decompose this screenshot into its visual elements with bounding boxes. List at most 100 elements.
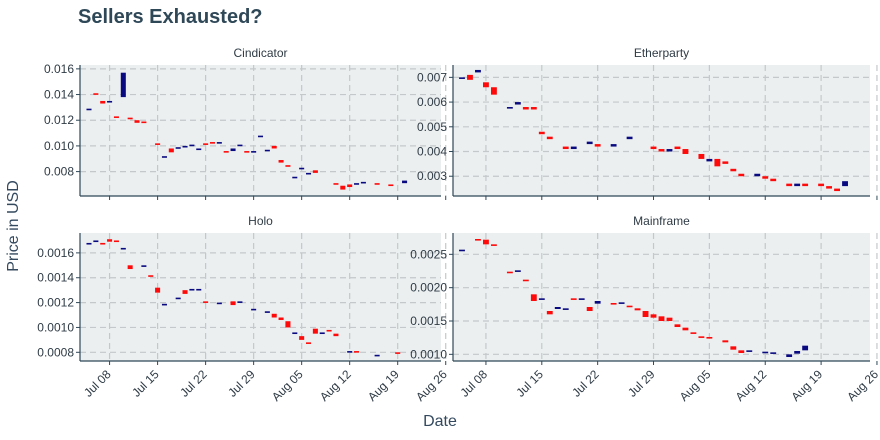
x-tick-label: Jul 15 bbox=[129, 367, 162, 400]
candle-up bbox=[189, 144, 195, 147]
candle-down bbox=[682, 149, 689, 154]
candle-down bbox=[483, 239, 489, 245]
candle-down bbox=[347, 184, 353, 188]
y-tick-label: 0.006 bbox=[417, 95, 447, 109]
candle-down bbox=[285, 165, 291, 167]
candle-up bbox=[554, 307, 561, 309]
candle-down bbox=[271, 313, 277, 318]
candle-down bbox=[730, 168, 737, 172]
y-tick-label: 0.0012 bbox=[37, 296, 74, 310]
candle-up bbox=[475, 69, 481, 73]
candle-down bbox=[141, 121, 147, 124]
candle-down bbox=[271, 145, 277, 149]
candle-down bbox=[690, 332, 697, 334]
candle-down bbox=[278, 317, 284, 320]
candle-up bbox=[794, 351, 801, 354]
y-tick-label: 0.0025 bbox=[410, 247, 447, 261]
candle-up bbox=[618, 302, 625, 304]
candle-up bbox=[770, 352, 777, 354]
candle-up bbox=[570, 146, 577, 150]
facet-label: Cindicator bbox=[233, 46, 287, 60]
candle-up bbox=[292, 332, 298, 335]
candle-down bbox=[203, 301, 209, 303]
candle-down bbox=[148, 275, 154, 277]
candle-up bbox=[305, 172, 312, 175]
candle-up bbox=[794, 183, 801, 187]
x-tick-label: Jul 15 bbox=[513, 367, 546, 400]
candle-down bbox=[586, 307, 593, 311]
panel-mainframe: Mainframe 0.0010 0.0015 0.0020 0.0025 Jul 08 J… bbox=[410, 214, 880, 404]
chart-title: Sellers Exhausted? bbox=[78, 6, 263, 28]
candle-down bbox=[642, 311, 649, 317]
candle-down bbox=[312, 328, 318, 334]
candle-up bbox=[264, 149, 270, 152]
x-tick-label: Aug 19 bbox=[788, 367, 825, 404]
candle-up bbox=[586, 141, 593, 145]
candle-down bbox=[127, 117, 133, 120]
candle-up bbox=[175, 147, 181, 149]
x-tick-label: Aug 26 bbox=[844, 367, 880, 404]
candle-down bbox=[490, 87, 497, 95]
candle-up bbox=[802, 345, 809, 351]
candle-down bbox=[168, 148, 174, 153]
candle-up bbox=[514, 270, 521, 272]
candle-down bbox=[230, 301, 236, 306]
candle-down bbox=[650, 146, 657, 150]
facet-label: Etherparty bbox=[634, 46, 689, 60]
candle-down bbox=[730, 346, 737, 350]
y-tick-label: 0.0014 bbox=[37, 271, 74, 285]
candle-up bbox=[459, 249, 465, 252]
candle-down bbox=[388, 184, 394, 187]
y-tick-label: 0.0015 bbox=[410, 314, 447, 328]
panel-background bbox=[453, 233, 870, 361]
candle-down bbox=[658, 316, 665, 321]
panel-background bbox=[80, 233, 441, 361]
candle-up bbox=[347, 351, 353, 353]
x-tick-label: Jul 22 bbox=[569, 367, 602, 400]
candle-up bbox=[374, 354, 380, 357]
candle-up bbox=[292, 176, 298, 179]
candle-down bbox=[244, 151, 250, 153]
candle-down bbox=[546, 311, 553, 315]
candle-down bbox=[483, 82, 489, 88]
candle-down bbox=[738, 173, 745, 177]
panel-etherparty: Etherparty 0.003 0.004 0.005 0.006 0.007 bbox=[417, 46, 878, 200]
candle-up bbox=[93, 240, 99, 243]
candle-up bbox=[161, 156, 167, 158]
candle-up bbox=[538, 298, 545, 300]
x-tick-label: Jul 22 bbox=[177, 367, 210, 400]
x-tick-label: Aug 12 bbox=[317, 367, 354, 404]
facet-label: Mainframe bbox=[633, 214, 690, 228]
candle-up bbox=[161, 303, 167, 306]
candle-up bbox=[354, 183, 360, 185]
candle-up bbox=[196, 288, 202, 291]
candle-up bbox=[299, 167, 305, 170]
candle-down bbox=[340, 185, 346, 190]
candle-down bbox=[278, 160, 284, 163]
candle-down bbox=[333, 183, 339, 185]
candle-up bbox=[842, 181, 848, 187]
candle-up bbox=[237, 144, 243, 147]
candle-up bbox=[746, 350, 753, 352]
candle-down bbox=[395, 352, 401, 354]
candle-down bbox=[475, 239, 481, 241]
candle-up bbox=[319, 332, 325, 335]
candle-up bbox=[264, 311, 270, 313]
candle-down bbox=[650, 314, 657, 318]
candle-down bbox=[546, 136, 553, 140]
candle-down bbox=[113, 116, 119, 118]
x-tick-label: Jul 08 bbox=[458, 367, 491, 400]
candle-down bbox=[626, 305, 633, 308]
candle-down bbox=[100, 100, 106, 104]
candle-down bbox=[155, 287, 161, 293]
y-tick-label: 0.004 bbox=[417, 145, 447, 159]
candle-down bbox=[100, 242, 106, 245]
candle-up bbox=[86, 242, 92, 245]
x-tick-label: Jul 29 bbox=[225, 367, 258, 400]
candle-down bbox=[113, 240, 119, 243]
y-tick-label: 0.008 bbox=[44, 165, 74, 179]
y-tick-label: 0.0010 bbox=[410, 347, 447, 361]
candle-up bbox=[196, 148, 202, 151]
panel-cindicator: Cindicator 0.008 0.010 0.012 0.014 0.016 bbox=[44, 46, 447, 200]
y-tick-label: 0.014 bbox=[44, 88, 74, 102]
